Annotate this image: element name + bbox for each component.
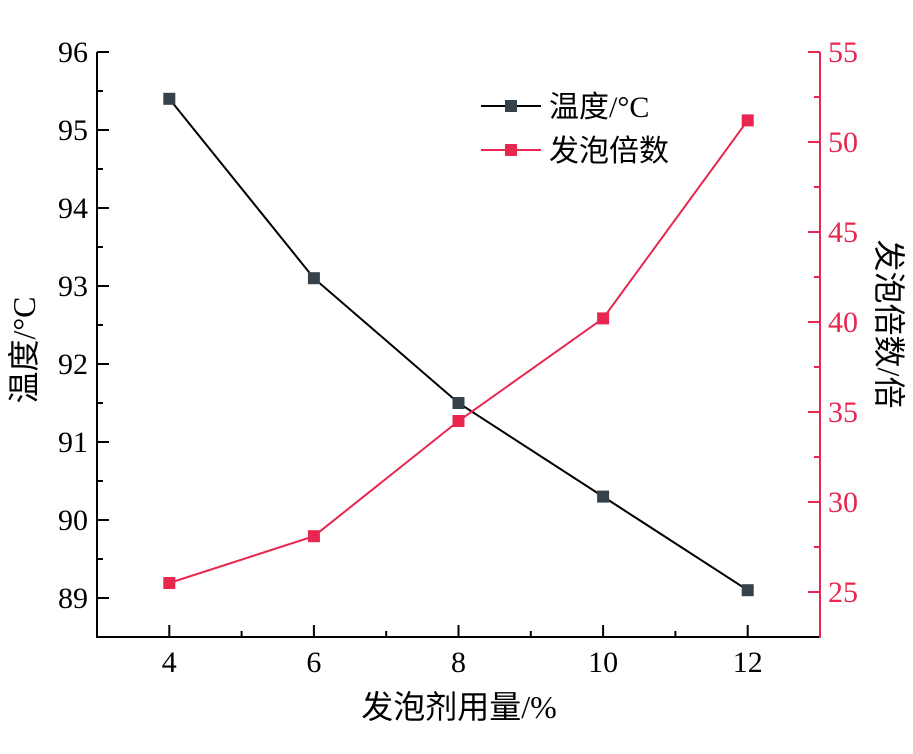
legend-marker-foaming-ratio — [505, 144, 517, 156]
data-point-foaming-ratio — [307, 530, 320, 543]
series-line-foaming-ratio — [168, 119, 749, 584]
left-y-tick-label: 92 — [58, 348, 88, 381]
right-y-tick-label: 40 — [828, 306, 858, 339]
left-y-tick-label: 93 — [58, 270, 88, 303]
right-y-tick-label: 55 — [828, 36, 858, 69]
legend-label-temperature: 温度/°C — [549, 91, 649, 124]
right-y-tick-label: 25 — [828, 576, 858, 609]
left-y-tick-label: 96 — [58, 36, 88, 69]
axes — [96, 52, 821, 638]
data-point-temperature — [307, 272, 320, 285]
left-y-tick-label: 95 — [58, 114, 88, 147]
data-point-temperature — [741, 584, 754, 597]
legend: 温度/°C 发泡倍数 — [481, 91, 669, 168]
series-markers — [163, 92, 754, 597]
legend-label-foaming-ratio: 发泡倍数 — [549, 135, 669, 168]
data-point-foaming-ratio — [452, 415, 465, 427]
legend-item-foaming-ratio: 发泡倍数 — [481, 135, 669, 168]
axis-tick-labels: 4 6 8 10 12 89 90 91 92 93 94 95 96 25 30 35 40 45 50 55 — [58, 36, 858, 679]
left-y-tick-label: 91 — [58, 426, 88, 459]
data-point-temperature — [163, 92, 176, 105]
right-y-tick-label: 50 — [828, 126, 858, 159]
data-point-foaming-ratio — [163, 577, 176, 589]
x-tick-label: 4 — [162, 646, 177, 679]
right-y-tick-label: 30 — [828, 486, 858, 519]
x-tick-label: 8 — [451, 646, 466, 679]
series-line-temperature — [168, 98, 749, 592]
data-point-foaming-ratio — [597, 312, 610, 325]
series-lines — [168, 98, 749, 592]
axis-titles: 发泡剂用量/% 温度/°C 发泡倍数/倍 — [6, 240, 907, 725]
left-y-tick-label: 94 — [58, 192, 88, 225]
legend-item-temperature: 温度/°C — [481, 91, 649, 124]
legend-marker-temperature — [505, 100, 517, 112]
x-tick-label: 6 — [306, 646, 321, 679]
data-point-foaming-ratio — [741, 114, 754, 127]
left-y-tick-label: 89 — [58, 582, 88, 615]
x-tick-label: 10 — [588, 646, 618, 679]
left-y-tick-label: 90 — [58, 504, 88, 537]
x-tick-label: 12 — [733, 646, 763, 679]
right-y-tick-label: 45 — [828, 216, 858, 249]
right-y-axis-title: 发泡倍数/倍 — [871, 240, 907, 409]
left-y-axis-title: 温度/°C — [6, 296, 42, 403]
data-point-temperature — [452, 397, 465, 409]
axis-ticks — [97, 51, 820, 637]
data-point-temperature — [597, 490, 610, 503]
x-axis-title: 发泡剂用量/% — [361, 689, 557, 725]
right-y-tick-label: 35 — [828, 396, 858, 429]
